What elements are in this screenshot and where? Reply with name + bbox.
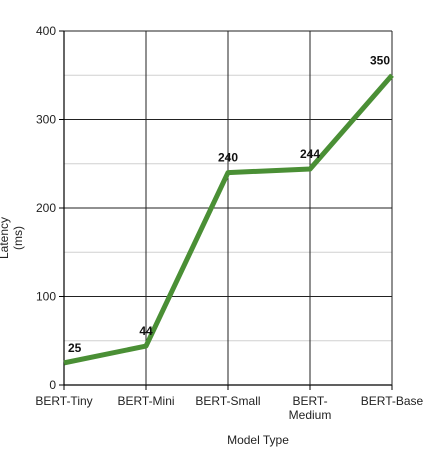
grid [63,30,393,386]
y-tick-label: 400 [36,24,56,38]
data-label: 44 [139,324,153,338]
data-label: 25 [68,341,82,355]
series-layer [63,73,394,366]
x-tick-label: BERT-Tiny [35,394,92,408]
y-axis-title: Latency(ms) [0,217,25,259]
data-label: 244 [300,147,320,161]
data-label: 240 [218,151,238,165]
x-tick-label: BERT-Medium [289,394,332,422]
y-tick-label: 0 [49,378,56,392]
x-axis-title: Model Type [227,433,289,447]
x-tick-label: BERT-Mini [117,394,174,408]
x-tick-label: BERT-Small [195,394,260,408]
x-tick-label: BERT-Base [361,394,424,408]
y-tick-label: 200 [36,201,56,215]
data-label: 350 [370,53,390,67]
data-labels: 25 44 240 244 350 [68,53,390,355]
y-tick-label: 100 [36,290,56,304]
series-line [63,73,394,366]
axes: 0 100 200 300 400 BERT-Tiny BERT-Mini BERT-Smal… [35,24,423,422]
y-tick-label: 300 [36,113,56,127]
